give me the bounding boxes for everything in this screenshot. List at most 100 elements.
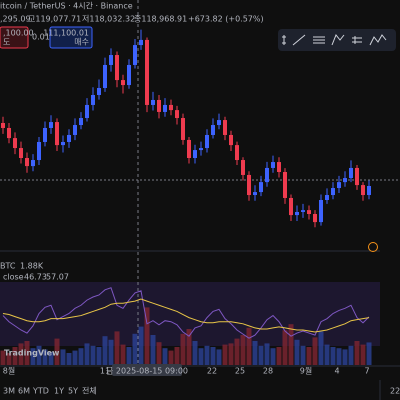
volume-bar xyxy=(0,350,6,365)
drawing-toolbar xyxy=(278,29,396,51)
candle-body xyxy=(229,134,233,146)
candle-body xyxy=(223,120,227,135)
range-button[interactable]: 1Y xyxy=(54,387,64,396)
range-button[interactable]: 6M xyxy=(18,387,30,396)
candle-body xyxy=(145,39,149,105)
volume-bar xyxy=(96,347,102,365)
candle-body xyxy=(157,99,161,112)
candle-body xyxy=(163,104,167,112)
candle-body xyxy=(31,160,35,167)
range-button[interactable]: 5Y xyxy=(68,387,78,396)
ohlc-value: 고119,077.71 xyxy=(28,15,81,24)
candle-body xyxy=(133,45,137,65)
candle-body xyxy=(289,197,293,216)
volume-bar xyxy=(330,347,336,365)
volume-bar xyxy=(180,333,186,365)
buy-price: 111,100.01 xyxy=(43,29,89,38)
rsi-line xyxy=(2,287,370,339)
candle-body xyxy=(235,145,239,161)
volume-bar xyxy=(78,348,84,365)
volume-bar xyxy=(72,350,78,365)
candle-body xyxy=(55,122,59,146)
x-tick-label: 28 xyxy=(263,367,273,376)
volume-bar xyxy=(84,343,90,365)
candle-body xyxy=(193,150,197,158)
candle-body xyxy=(265,167,269,183)
candle-body xyxy=(283,172,287,198)
candle-body xyxy=(253,192,257,196)
candle-body xyxy=(169,104,173,111)
volume-value: 1.88K xyxy=(20,262,44,271)
volume-bar xyxy=(240,335,246,365)
candle-body xyxy=(343,178,347,183)
candle-body xyxy=(13,138,17,149)
candle-body xyxy=(43,127,47,142)
candle-body xyxy=(85,104,89,119)
volume-bar xyxy=(228,343,234,365)
volume-bar xyxy=(114,331,120,365)
range-button[interactable]: 전체 xyxy=(82,386,97,396)
sell-button[interactable] xyxy=(0,26,29,49)
ohlc-value: +673.82 (+0.57%) xyxy=(188,15,264,24)
rsi-ma-value: 57.07 xyxy=(46,273,69,282)
volume-bar xyxy=(204,345,210,365)
volume-bar xyxy=(354,341,360,365)
volume-bar xyxy=(264,343,270,365)
candle-body xyxy=(277,162,281,172)
volume-bar xyxy=(90,345,96,365)
candle-body xyxy=(361,185,365,196)
volume-bar xyxy=(138,326,144,365)
buy-button[interactable] xyxy=(49,26,93,49)
tool-icon[interactable] xyxy=(331,34,345,46)
logo: TradingView xyxy=(4,349,60,358)
tool-icon[interactable] xyxy=(352,36,362,44)
candle-body xyxy=(103,64,107,88)
candle-body xyxy=(67,134,71,142)
candle-body xyxy=(79,118,83,126)
volume-bar xyxy=(144,307,150,365)
tool-icon[interactable] xyxy=(292,34,306,46)
volume-bar xyxy=(252,341,258,365)
sell-label: 도 xyxy=(3,38,10,47)
volume-bar xyxy=(102,336,108,365)
candle-body xyxy=(325,195,329,200)
volume-bar xyxy=(282,330,288,365)
volume-bar xyxy=(54,338,60,365)
tool-icon[interactable] xyxy=(313,36,325,44)
tool-icon[interactable] xyxy=(369,34,387,46)
volume-bar xyxy=(36,345,42,365)
candle-body xyxy=(1,123,5,128)
candle-body xyxy=(241,160,245,175)
candle-body xyxy=(259,182,263,193)
alert-icon[interactable] xyxy=(368,242,378,252)
volume-bar xyxy=(60,349,66,365)
range-button[interactable]: 3M xyxy=(3,387,15,396)
volume-bar xyxy=(156,342,162,365)
candle-body xyxy=(115,55,119,81)
x-tick-label: 22 xyxy=(207,367,217,376)
volume-bar xyxy=(108,339,114,365)
volume-bar xyxy=(246,327,252,365)
volume-bar xyxy=(270,348,276,365)
volume-bar xyxy=(6,353,12,365)
candle-body xyxy=(37,141,41,161)
volume-bar xyxy=(306,347,312,365)
tool-icon[interactable] xyxy=(282,35,286,45)
volume-bar xyxy=(216,349,222,365)
candle-body xyxy=(61,141,65,146)
candle-body xyxy=(295,211,299,216)
volume-bar xyxy=(186,329,192,365)
candle-body xyxy=(271,162,275,168)
candle-body xyxy=(307,210,311,214)
volume-bar xyxy=(150,335,156,365)
candle-body xyxy=(367,186,371,196)
candle-body xyxy=(49,122,53,128)
volume-bar xyxy=(192,341,198,365)
candle-body xyxy=(301,210,305,212)
candle-body xyxy=(73,125,77,135)
axis-bg xyxy=(0,366,400,400)
volume-bar xyxy=(336,348,342,365)
volume-bar xyxy=(168,350,174,365)
range-button[interactable]: YTD xyxy=(32,387,49,396)
